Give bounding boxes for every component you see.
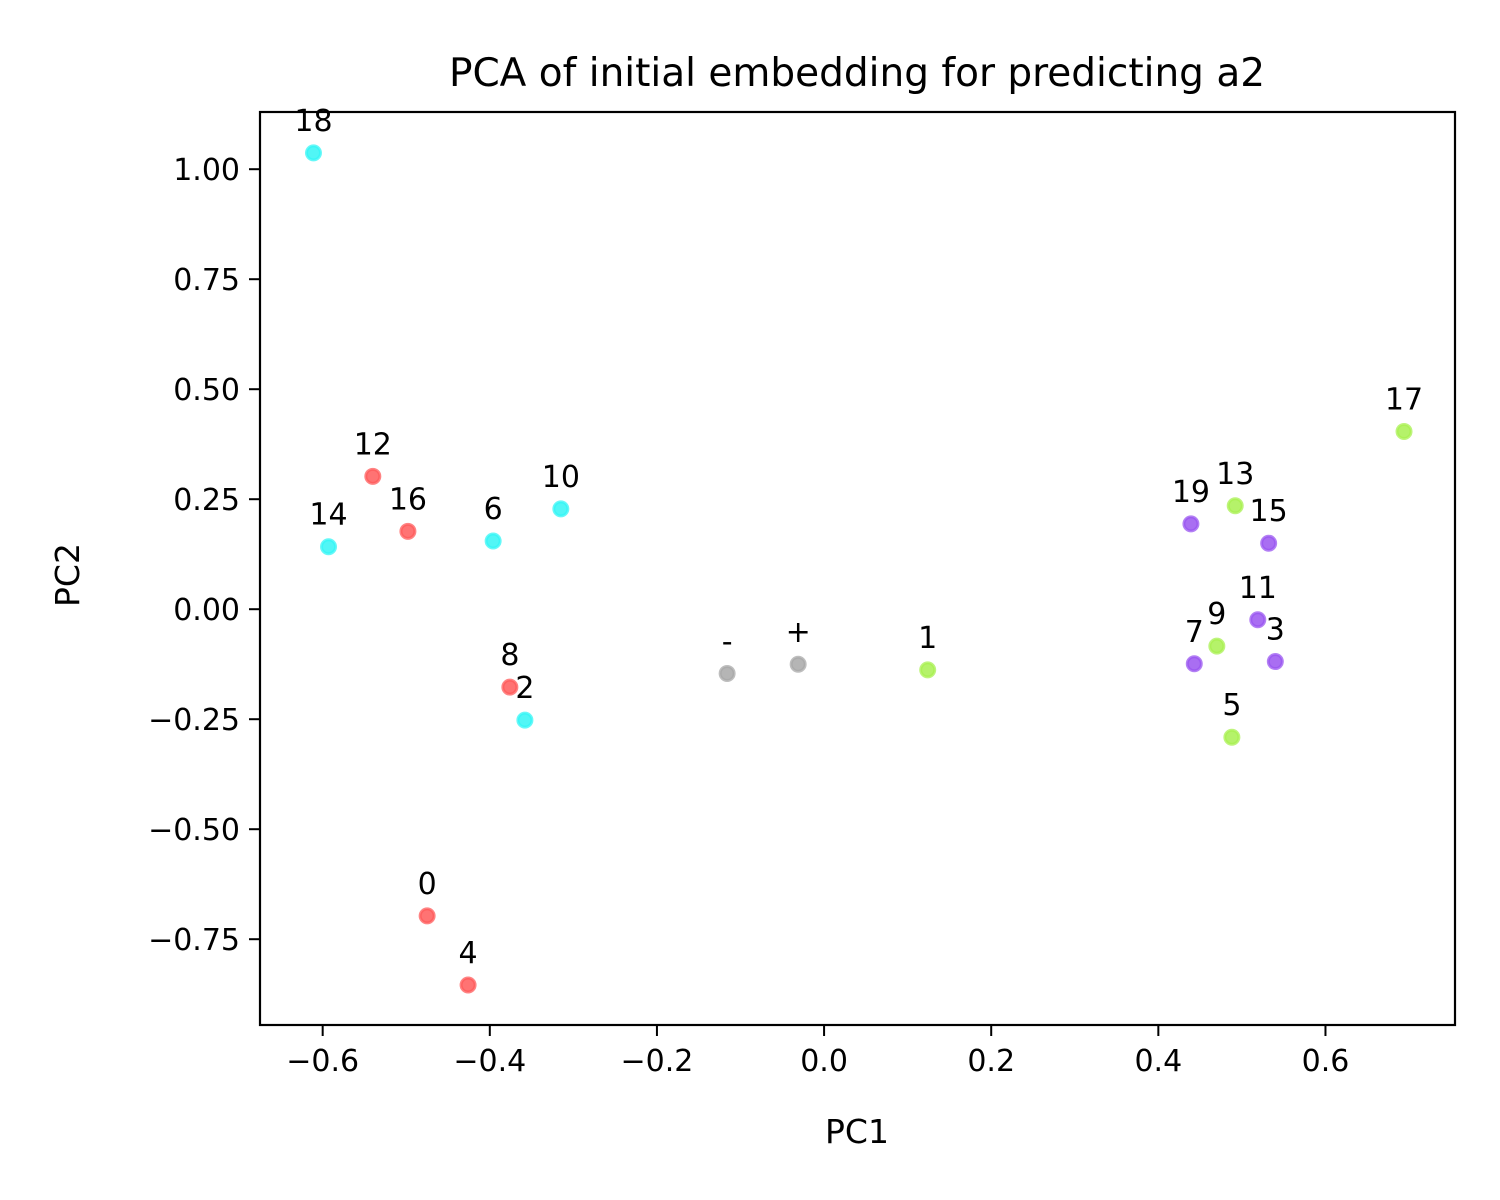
point-label: 2 <box>515 671 534 706</box>
x-tick-label: 0.4 <box>1134 1044 1182 1079</box>
x-tick-label: 0.2 <box>967 1044 1015 1079</box>
data-point <box>364 467 382 485</box>
point-label: 5 <box>1222 688 1241 723</box>
y-tick-label: −0.75 <box>148 923 240 958</box>
point-label: 13 <box>1216 457 1254 492</box>
point-label: 0 <box>418 867 437 902</box>
data-point <box>1182 515 1200 533</box>
data-point <box>789 655 807 673</box>
point-label: 15 <box>1250 494 1288 529</box>
point-label: 17 <box>1385 382 1423 417</box>
data-point <box>501 678 519 696</box>
y-tick-label: 0.50 <box>173 373 240 408</box>
y-tick-label: 0.75 <box>173 263 240 298</box>
x-tick-label: −0.2 <box>621 1044 694 1079</box>
data-point <box>1185 655 1203 673</box>
point-label: - <box>722 624 733 659</box>
data-point <box>1226 497 1244 515</box>
x-axis-label: PC1 <box>825 1112 889 1151</box>
y-tick-label: 1.00 <box>173 153 240 188</box>
point-label: 11 <box>1239 571 1277 606</box>
y-tick-label: 0.00 <box>173 593 240 628</box>
data-point <box>1260 534 1278 552</box>
point-label: 1 <box>918 621 937 656</box>
x-tick-label: 0.0 <box>800 1044 848 1079</box>
point-label: 9 <box>1207 597 1226 632</box>
point-label: + <box>786 615 811 650</box>
x-tick-label: −0.6 <box>286 1044 359 1079</box>
data-point <box>516 711 534 729</box>
point-label: 18 <box>294 104 332 139</box>
data-point <box>919 661 937 679</box>
point-label: 3 <box>1266 613 1285 648</box>
y-tick-label: −0.50 <box>148 813 240 848</box>
x-tick-label: 0.6 <box>1302 1044 1350 1079</box>
data-point <box>1266 653 1284 671</box>
point-label: 4 <box>459 936 478 971</box>
data-point <box>399 522 417 540</box>
chart-title: PCA of initial embedding for predicting … <box>449 51 1265 96</box>
data-point <box>418 907 436 925</box>
data-point <box>320 538 338 556</box>
point-label: 16 <box>389 482 427 517</box>
data-point <box>304 144 322 162</box>
point-label: 7 <box>1185 615 1204 650</box>
x-tick-label: −0.4 <box>453 1044 526 1079</box>
point-label: 6 <box>484 492 503 527</box>
data-point <box>1208 637 1226 655</box>
data-point <box>1395 422 1413 440</box>
data-point <box>484 532 502 550</box>
y-axis-label: PC2 <box>48 543 87 607</box>
data-point <box>718 664 736 682</box>
point-label: 8 <box>500 638 519 673</box>
plot-area: −0.6 −0.4 −0.2 0.0 0.2 0.4 0.6 1.00 0.75 0.50 0.25… <box>148 104 1457 1079</box>
data-point <box>1223 728 1241 746</box>
data-point <box>1249 611 1267 629</box>
data-point <box>459 976 477 994</box>
y-tick-label: 0.25 <box>173 483 240 518</box>
point-label: 12 <box>354 427 392 462</box>
y-tick-label: −0.25 <box>148 703 240 738</box>
point-label: 14 <box>309 498 347 533</box>
point-label: 19 <box>1172 475 1210 510</box>
plot-frame <box>258 110 1457 1027</box>
point-label: 10 <box>542 460 580 495</box>
data-point <box>552 500 570 518</box>
